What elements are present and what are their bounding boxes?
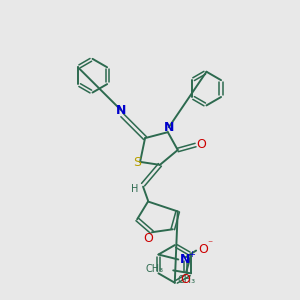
Text: CH₃: CH₃ bbox=[145, 264, 163, 274]
Text: N: N bbox=[180, 253, 190, 266]
Text: N: N bbox=[164, 121, 174, 134]
Text: O: O bbox=[198, 243, 208, 256]
Text: CH₃: CH₃ bbox=[177, 275, 195, 285]
Text: ⁻: ⁻ bbox=[207, 240, 212, 250]
Text: O: O bbox=[180, 273, 190, 286]
Text: H: H bbox=[131, 184, 139, 194]
Text: +: + bbox=[188, 250, 195, 259]
Text: O: O bbox=[143, 232, 153, 245]
Text: S: S bbox=[133, 156, 141, 170]
Text: N: N bbox=[116, 104, 127, 117]
Text: O: O bbox=[196, 138, 206, 151]
